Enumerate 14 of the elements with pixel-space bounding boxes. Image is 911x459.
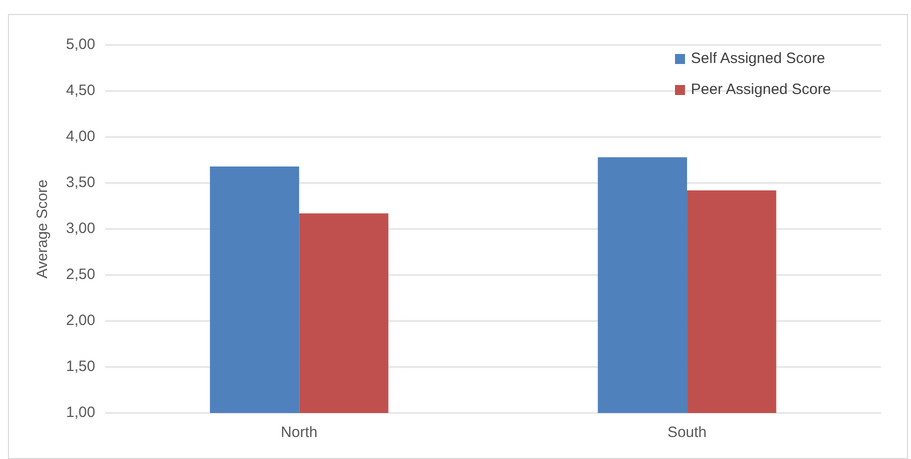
- y-tick-label: 4,50: [66, 82, 96, 100]
- x-tick-label: South: [667, 424, 707, 442]
- y-tick-label: 3,00: [66, 220, 96, 238]
- y-tick-label: 4,00: [66, 128, 96, 146]
- y-tick-label: 1,00: [66, 404, 96, 422]
- y-tick-label: 1,50: [66, 358, 96, 376]
- y-tick-label: 3,50: [66, 174, 96, 192]
- y-tick-label: 2,00: [66, 312, 96, 330]
- legend-label: Self Assigned Score: [690, 50, 826, 67]
- y-axis-title: Average Score: [34, 180, 52, 278]
- legend-label: Peer Assigned Score: [690, 81, 831, 98]
- y-tick-label: 5,00: [66, 36, 96, 54]
- y-tick-label: 2,50: [66, 266, 96, 284]
- x-tick-label: North: [280, 424, 318, 442]
